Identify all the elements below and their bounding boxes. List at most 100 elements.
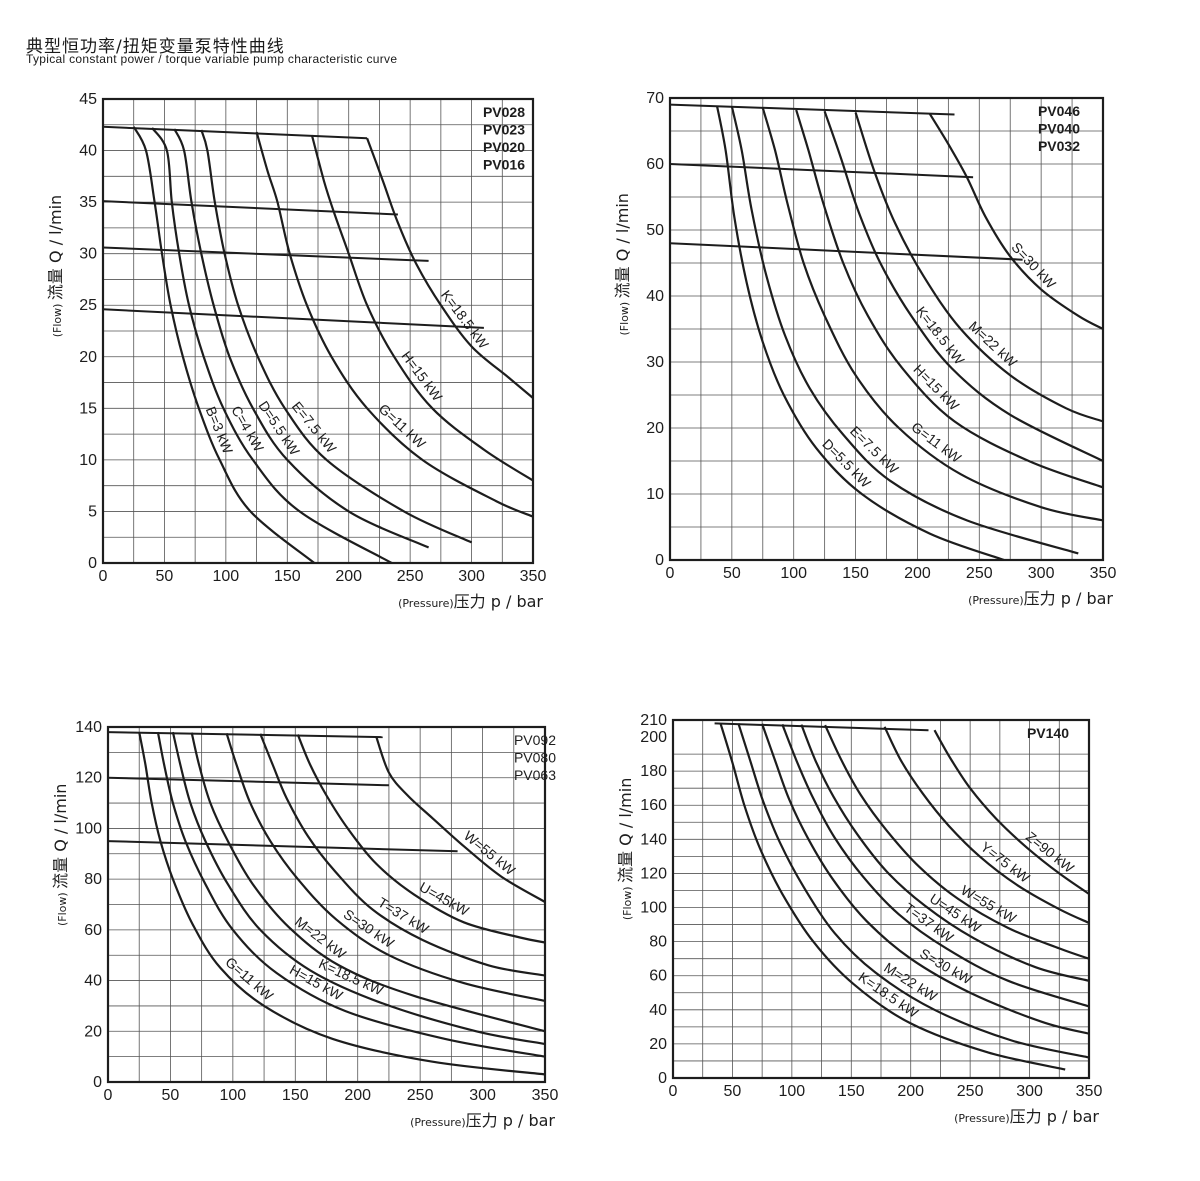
model-label-pv016: PV016: [483, 157, 525, 173]
y-tick-label: 30: [646, 354, 664, 371]
x-tick-label: 350: [1090, 565, 1117, 582]
y-axis-label-main: 流量 Q / l/min: [46, 195, 65, 300]
x-axis-label-main: 压力 p / bar: [1010, 1107, 1100, 1126]
power-curve-e-7-5-kw: [730, 106, 1079, 555]
y-axis-label: (Flow) 流量 Q / l/min: [46, 195, 65, 337]
x-tick-label: 150: [842, 565, 869, 582]
power-curve-g-11-kw: [138, 731, 546, 1076]
model-label-pv032: PV032: [1038, 138, 1080, 154]
chart-3-root: 0 50 100 150 200 250 300 350 0 20 40 60 80 100 120 140 1…: [616, 712, 1102, 1126]
model-label-pv092: PV092: [514, 732, 556, 748]
power-curve-b-3-kw: [132, 126, 315, 564]
flow-limit-line-2: [669, 242, 1023, 261]
power-curve-s-30-kw: [928, 113, 1104, 330]
power-curve-c-4-kw: [151, 127, 393, 564]
power-curve-t-37-kw: [781, 723, 1090, 1008]
x-tick-label: 350: [520, 568, 547, 585]
model-label-pv080: PV080: [514, 750, 556, 766]
x-tick-label: 300: [1016, 1083, 1043, 1100]
power-curve-m-22-kw: [737, 723, 1090, 1059]
model-label-pv020: PV020: [483, 139, 525, 155]
x-axis-label-prefix: (Pressure): [968, 594, 1024, 607]
x-tick-label: 300: [469, 1087, 496, 1104]
y-tick-label: 0: [88, 555, 97, 572]
flow-limit-line-0: [714, 722, 929, 732]
x-tick-label: 300: [1028, 565, 1055, 582]
x-tick-label: 250: [957, 1083, 984, 1100]
y-axis-label-main: 流量 Q / l/min: [51, 784, 70, 889]
x-tick-label: 300: [458, 568, 485, 585]
power-curve-m-22-kw: [190, 732, 546, 1033]
flow-limit-line-1: [102, 200, 398, 216]
power-curve-g-11-kw: [761, 107, 1104, 522]
y-tick-label: 200: [640, 729, 667, 746]
x-tick-label: 150: [838, 1083, 865, 1100]
model-label-pv063: PV063: [514, 767, 556, 783]
y-tick-label: 50: [646, 222, 664, 239]
x-tick-label: 50: [724, 1083, 742, 1100]
x-tick-label: 200: [335, 568, 362, 585]
flow-limit-line-2: [107, 840, 458, 853]
y-tick-label: 140: [640, 831, 667, 848]
y-tick-label: 100: [640, 900, 667, 917]
y-tick-label: 70: [646, 90, 664, 107]
y-tick-label: 20: [646, 420, 664, 437]
power-curve-m-22-kw: [854, 112, 1104, 423]
power-curve-h-15-kw: [156, 731, 546, 1058]
x-tick-label: 0: [666, 565, 675, 582]
y-tick-label: 60: [646, 156, 664, 173]
power-curve-k-18-5-kw: [171, 731, 546, 1046]
model-label-pv046: PV046: [1038, 103, 1080, 119]
y-tick-label: 180: [640, 763, 667, 780]
x-tick-label: 350: [1076, 1083, 1103, 1100]
power-curve-u-45kw: [296, 734, 546, 944]
x-tick-label: 250: [407, 1087, 434, 1104]
flow-limit-line-2: [102, 246, 429, 262]
x-tick-label: 50: [723, 565, 741, 582]
x-tick-label: 250: [966, 565, 993, 582]
y-tick-label: 40: [84, 973, 102, 990]
y-tick-label: 100: [75, 820, 102, 837]
y-tick-label: 25: [79, 297, 97, 314]
y-axis-label: (Flow) 流量 Q / l/min: [616, 778, 635, 920]
power-curve-e-7-5-kw: [200, 129, 473, 544]
page-title-en: Typical constant power / torque variable…: [26, 52, 398, 66]
x-axis-label-main: 压力 p / bar: [1024, 589, 1114, 608]
power-curve-h-15-kw: [795, 109, 1104, 489]
y-tick-label: 20: [84, 1023, 102, 1040]
y-axis-label-prefix: (Flow): [51, 300, 64, 337]
y-tick-label: 210: [640, 712, 667, 729]
x-axis-label-main: 压力 p / bar: [466, 1111, 556, 1130]
y-tick-label: 160: [640, 797, 667, 814]
x-tick-label: 0: [99, 568, 108, 585]
model-label-pv028: PV028: [483, 104, 525, 120]
power-curve-w-55-kw: [375, 736, 546, 903]
y-tick-label: 80: [649, 934, 667, 951]
y-tick-label: 40: [646, 288, 664, 305]
power-curve-t-37-kw: [259, 733, 546, 977]
power-curve-d-5-5-kw: [173, 128, 430, 549]
y-axis-label: (Flow) 流量 Q / l/min: [51, 784, 70, 926]
flow-limit-line-3: [102, 308, 484, 329]
x-tick-label: 350: [532, 1087, 559, 1104]
x-tick-label: 50: [162, 1087, 180, 1104]
y-tick-label: 45: [79, 91, 97, 108]
chart-0-root: 0 50 100 150 200 250 300 350 0 5 10 15 20 25 30 35 40 45 (…: [46, 91, 546, 611]
power-curve-w-55-kw: [824, 724, 1090, 960]
power-curve-g-11-kw: [255, 131, 534, 518]
y-axis-label-prefix: (Flow): [56, 889, 69, 926]
x-axis-label-main: 压力 p / bar: [454, 592, 544, 611]
x-axis-label: (Pressure)压力 p / bar: [398, 592, 543, 611]
power-curve-z-90-kw: [933, 729, 1090, 895]
y-tick-label: 120: [640, 865, 667, 882]
x-axis-label-prefix: (Pressure): [954, 1112, 1010, 1125]
power-curve-k-18-5-kw: [366, 137, 534, 399]
x-tick-label: 100: [780, 565, 807, 582]
y-tick-label: 60: [649, 968, 667, 985]
y-axis-label-prefix: (Flow): [618, 298, 631, 335]
y-tick-label: 5: [88, 503, 97, 520]
